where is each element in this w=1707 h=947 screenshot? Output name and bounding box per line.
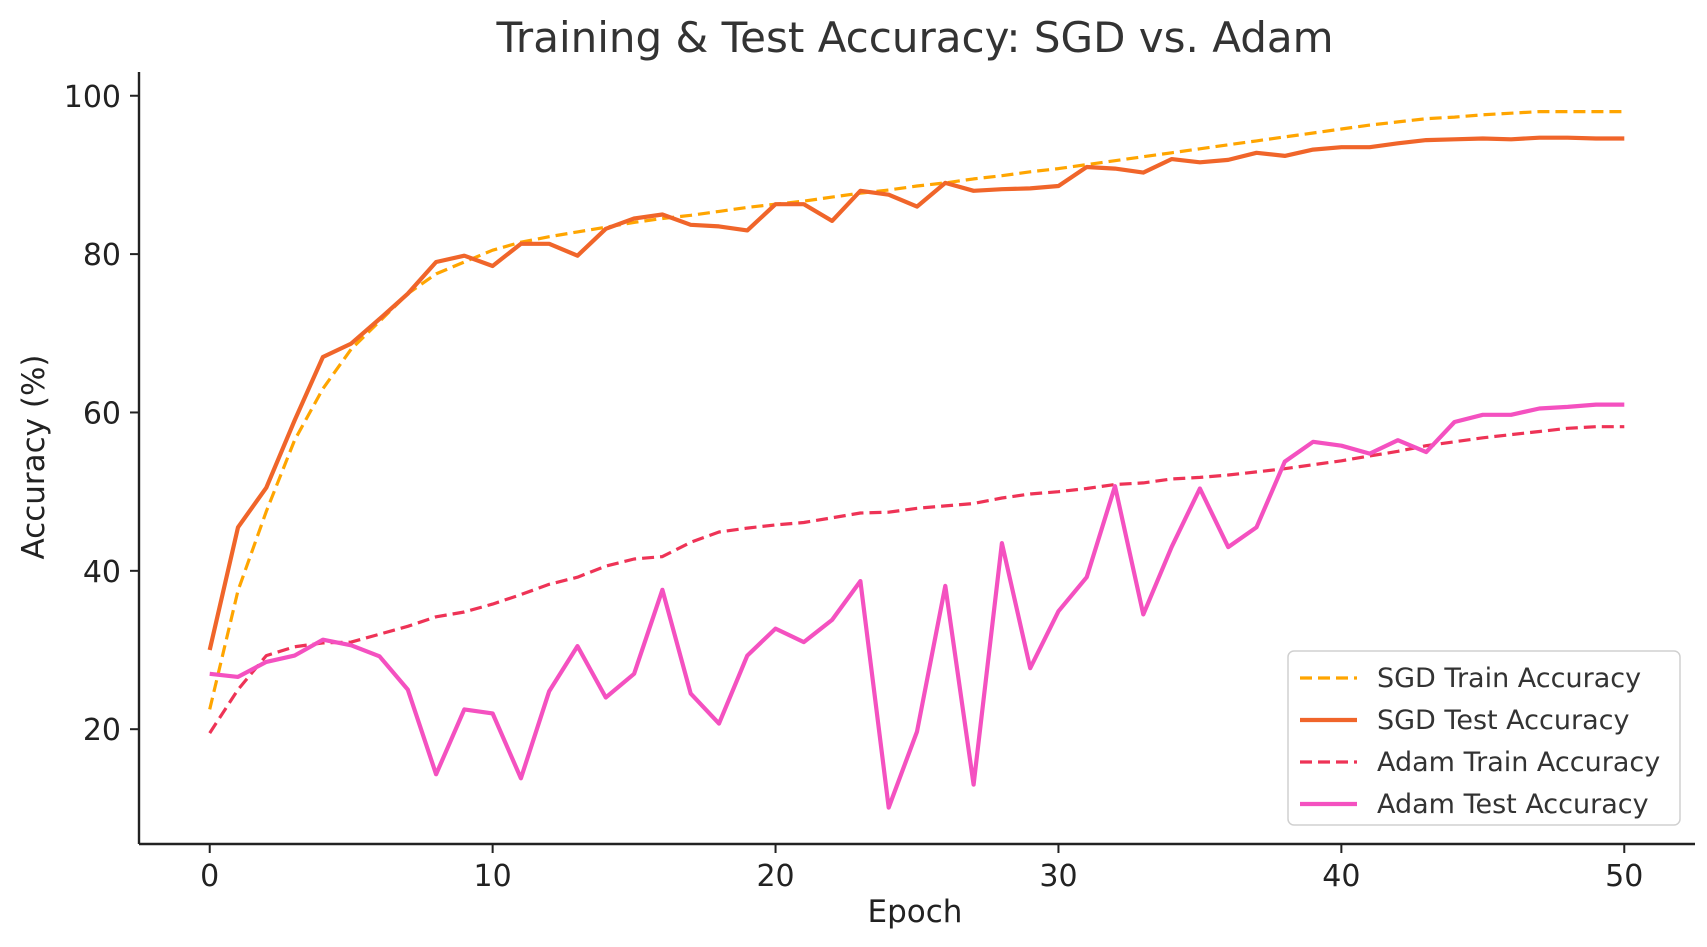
y-tick-label: 60: [83, 396, 121, 431]
legend: SGD Train Accuracy SGD Test Accuracy Adam …: [1287, 650, 1681, 826]
series-layer: [207, 109, 1625, 810]
x-tick-label: 30: [1039, 859, 1077, 894]
y-tick-label: 80: [83, 238, 121, 273]
legend-label: SGD Train Accuracy: [1377, 663, 1641, 694]
y-tick-label: 20: [83, 713, 121, 748]
x-tick-label: 50: [1605, 859, 1643, 894]
y-tick-label: 40: [83, 555, 121, 590]
series-line-adam-train-accuracy: [208, 425, 1625, 734]
axes: 0 10 20 30 40 50 20 40 60 80 100: [64, 72, 1695, 894]
series-line-sgd-test-accuracy: [207, 135, 1625, 651]
x-tick-label: 10: [474, 859, 512, 894]
legend-label: SGD Test Accuracy: [1377, 705, 1629, 736]
series-line-adam-test-accuracy: [209, 402, 1625, 810]
x-tick-label: 40: [1322, 859, 1360, 894]
series-line-sgd-train-accuracy: [208, 109, 1625, 710]
legend-frame: [1287, 650, 1681, 826]
x-tick-label: 0: [200, 859, 219, 894]
legend-label: Adam Test Accuracy: [1377, 789, 1649, 820]
x-tick-label: 20: [756, 859, 794, 894]
chart-title: Training & Test Accuracy: SGD vs. Adam: [495, 13, 1333, 62]
y-axis-title: Accuracy (%): [16, 354, 52, 559]
y-tick-label: 100: [64, 80, 121, 115]
x-axis-title: Epoch: [868, 894, 963, 930]
legend-label: Adam Train Accuracy: [1377, 747, 1660, 778]
